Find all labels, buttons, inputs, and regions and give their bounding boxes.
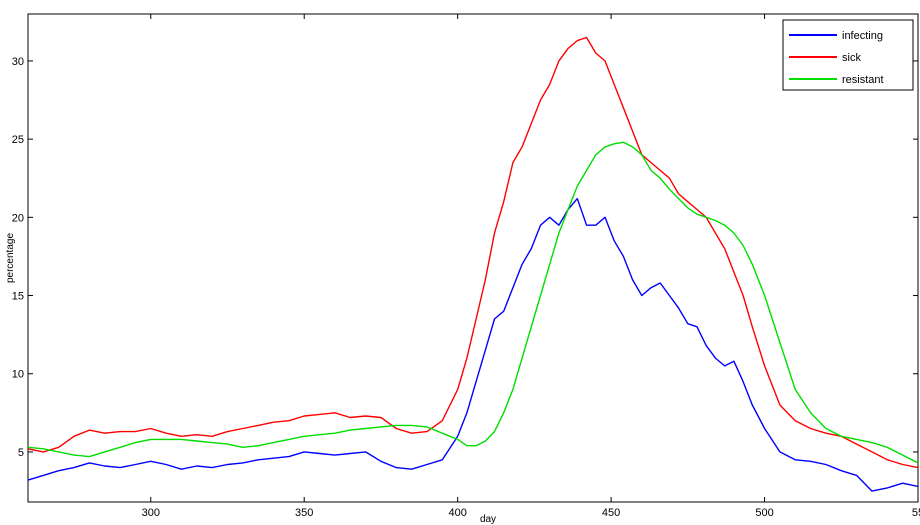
y-axis-label: percentage <box>5 233 16 283</box>
x-tick-label: 350 <box>295 507 313 519</box>
series-line-infecting <box>27 197 919 492</box>
legend: infecting sick resistant <box>782 19 914 91</box>
x-axis-label: day <box>480 514 496 525</box>
y-tick-label: 10 <box>12 369 24 381</box>
y-tick-label: 30 <box>12 56 24 68</box>
series-line-sick <box>27 36 919 469</box>
y-tick-label: 20 <box>12 212 24 224</box>
x-tick-label: 450 <box>602 507 620 519</box>
legend-label-resistant: resistant <box>842 74 884 86</box>
x-tick-label: 300 <box>142 507 160 519</box>
y-tick-label: 15 <box>12 291 24 303</box>
x-tick-label: 400 <box>448 507 466 519</box>
series-layer <box>27 36 919 492</box>
y-tick-label: 25 <box>12 134 24 146</box>
plot-area <box>27 13 919 503</box>
legend-label-infecting: infecting <box>842 30 883 42</box>
x-tick-label: 55 <box>912 507 920 519</box>
legend-label-sick: sick <box>842 52 861 64</box>
tick-layer: 3003504004505005551015202530 <box>12 14 920 519</box>
series-line-resistant <box>27 141 919 464</box>
x-tick-label: 500 <box>755 507 773 519</box>
y-tick-label: 5 <box>18 447 24 459</box>
